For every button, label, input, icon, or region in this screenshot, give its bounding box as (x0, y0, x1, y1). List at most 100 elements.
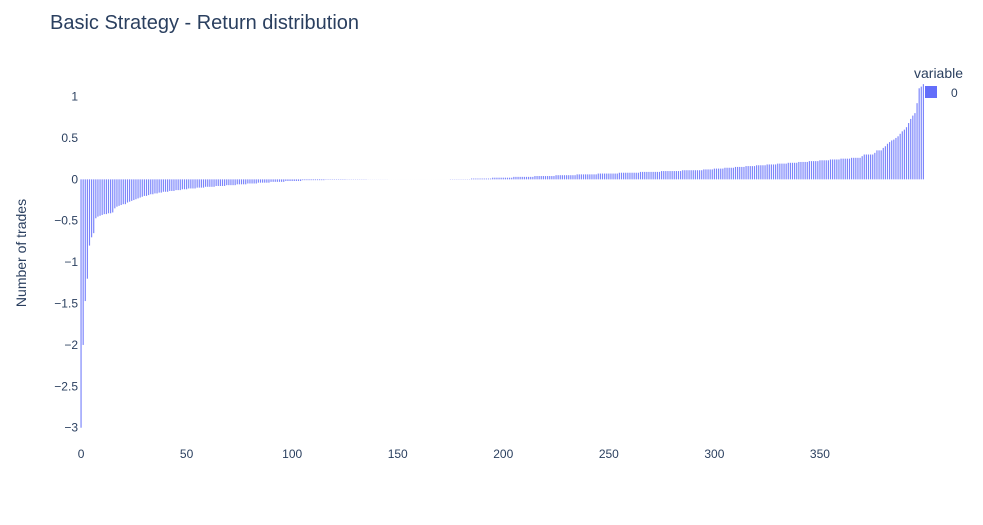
bar (207, 179, 209, 187)
bar (148, 179, 150, 196)
legend-title: variable (914, 65, 963, 81)
bar (490, 178, 492, 180)
bar (226, 179, 228, 186)
bar (150, 179, 152, 195)
bar (897, 136, 899, 180)
bar (542, 176, 544, 180)
bar (485, 178, 487, 180)
bar (300, 179, 302, 182)
bar (95, 179, 97, 219)
bar (886, 143, 889, 180)
bar (563, 175, 566, 180)
bar (88, 179, 91, 246)
bar (863, 154, 865, 180)
bar (747, 166, 749, 180)
bar (587, 174, 589, 180)
bar (908, 123, 910, 180)
bar (177, 179, 179, 191)
bar (519, 176, 521, 180)
bar (181, 179, 183, 190)
bar (658, 171, 661, 180)
bar (734, 166, 737, 180)
bar (834, 159, 836, 180)
bar (179, 179, 181, 191)
bar (568, 175, 570, 180)
bar (97, 179, 99, 217)
bar (595, 174, 597, 180)
x-tick-label: 100 (282, 447, 302, 461)
bar (838, 159, 840, 180)
bar (129, 179, 131, 202)
bar (213, 179, 215, 187)
bar (637, 172, 639, 180)
bar (500, 177, 502, 180)
bar (623, 172, 625, 180)
bar (126, 179, 129, 203)
bar (107, 179, 110, 214)
bar (821, 160, 823, 180)
bar (855, 157, 857, 180)
bar (874, 152, 876, 180)
bar (601, 173, 604, 180)
bar (538, 176, 540, 180)
bar (124, 179, 126, 205)
bar (758, 165, 760, 180)
bar (316, 179, 319, 181)
bar (217, 179, 219, 186)
bar (642, 171, 644, 180)
bar (732, 167, 734, 180)
bar (141, 179, 143, 197)
bar (635, 172, 637, 180)
bar (171, 179, 173, 191)
bar (872, 154, 874, 180)
bar (895, 137, 897, 180)
bar (547, 176, 549, 180)
bar (680, 171, 682, 180)
bar (905, 127, 908, 180)
bar (663, 171, 665, 180)
bar (251, 179, 253, 184)
bar (574, 175, 576, 180)
bar (893, 139, 895, 180)
legend-item-0[interactable]: 0 (925, 86, 958, 100)
bar (557, 175, 559, 180)
bar (804, 161, 806, 180)
bar (675, 171, 677, 180)
bar (861, 156, 863, 180)
bar (589, 174, 591, 180)
bar (198, 179, 200, 188)
bar (506, 177, 509, 180)
bar (255, 179, 257, 184)
bar (297, 179, 300, 182)
bar (620, 172, 623, 180)
bar (167, 179, 169, 192)
bar (580, 174, 582, 180)
bar (633, 172, 635, 180)
bar (304, 179, 306, 181)
bar (785, 163, 787, 180)
bar (853, 157, 855, 180)
bar (530, 176, 532, 180)
bar (515, 176, 517, 180)
bar (194, 179, 196, 189)
bar (112, 179, 114, 213)
bar (876, 150, 878, 180)
bar (540, 176, 542, 180)
bar (525, 176, 528, 180)
bar (614, 173, 616, 180)
bar (899, 133, 901, 180)
bar (103, 179, 105, 215)
bar (772, 164, 775, 180)
legend: variable 0 (914, 65, 963, 100)
bar (775, 164, 777, 180)
y-tick-label: 1 (71, 90, 78, 104)
bar (741, 166, 743, 180)
bar (646, 171, 648, 180)
bar (870, 154, 872, 180)
bar (696, 170, 699, 180)
bar (802, 161, 804, 180)
bar (608, 173, 610, 180)
bar (86, 179, 88, 279)
bar (105, 179, 107, 215)
